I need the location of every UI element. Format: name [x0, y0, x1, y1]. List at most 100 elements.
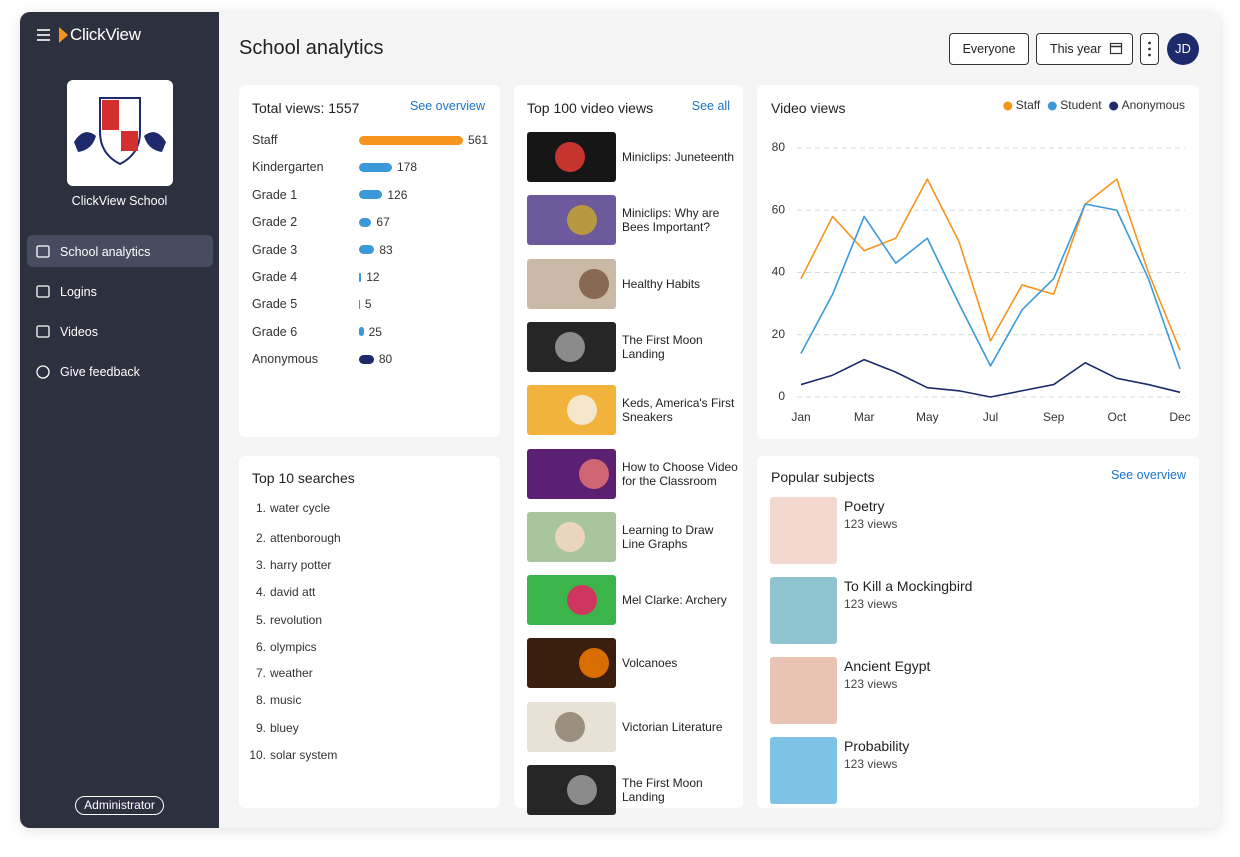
- y-tick-label: 80: [772, 140, 786, 154]
- bar: [359, 217, 372, 227]
- row-label: Anonymous: [252, 352, 319, 367]
- link[interactable]: See all: [691, 99, 730, 113]
- video-title[interactable]: Victorian Literature: [622, 719, 723, 734]
- nav-active-bg: [27, 235, 213, 267]
- filter-button[interactable]: Everyone: [949, 33, 1029, 65]
- nav-icon: [36, 365, 50, 379]
- video-title[interactable]: Mel Clarke: Archery: [622, 593, 727, 608]
- row-label: Staff: [252, 133, 278, 147]
- search-term[interactable]: solar system: [270, 748, 338, 762]
- search-rank: 5.: [255, 613, 266, 627]
- search-rank: 10.: [249, 748, 266, 762]
- subject-name[interactable]: To Kill a Mockingbird: [844, 578, 973, 594]
- x-tick-label: Mar: [854, 410, 875, 424]
- thumbnail-accent: [567, 395, 597, 426]
- x-tick-label: Sep: [1043, 410, 1065, 424]
- subject-name[interactable]: Probability: [844, 738, 910, 754]
- video-title[interactable]: Miniclips: Juneteenth: [622, 150, 735, 164]
- nav-icon-shape: [36, 285, 50, 298]
- video-title-box: Healthy Habits: [622, 259, 738, 309]
- subject-views: 123 views: [844, 597, 898, 611]
- search-term[interactable]: harry potter: [270, 558, 332, 572]
- panel-title: Top 10 searches: [252, 470, 355, 486]
- search-rank: 2.: [255, 531, 266, 545]
- video-title-box: Mel Clarke: Archery: [622, 575, 738, 625]
- thumbnail-accent: [555, 521, 585, 552]
- nav-item[interactable]: Videos: [60, 325, 98, 339]
- nav-item[interactable]: Give feedback: [60, 365, 140, 379]
- link[interactable]: See overview: [1110, 468, 1186, 482]
- video-title-box: Volcanoes: [622, 638, 738, 688]
- nav-item[interactable]: School analytics: [60, 245, 151, 259]
- search-term[interactable]: music: [270, 693, 302, 707]
- thumbnail-accent: [579, 268, 609, 299]
- thumbnail-accent: [555, 142, 585, 172]
- subject-name[interactable]: Poetry: [844, 498, 885, 514]
- bar-value: 178: [396, 160, 418, 175]
- search-term[interactable]: water cycle: [270, 501, 331, 515]
- video-title-box: Miniclips: Juneteenth: [622, 132, 738, 182]
- bar-value: 83: [379, 242, 393, 257]
- search-term[interactable]: david att: [270, 585, 316, 599]
- shield-q4: [121, 131, 138, 151]
- chart-title: Video views: [771, 100, 846, 116]
- nav-icon: [36, 285, 50, 298]
- search-term[interactable]: revolution: [270, 613, 323, 627]
- subject-thumbnail[interactable]: [770, 657, 837, 724]
- bar-value: 5: [364, 297, 372, 312]
- thumbnail-accent: [567, 585, 597, 616]
- video-title[interactable]: Volcanoes: [622, 656, 678, 671]
- video-title[interactable]: Keds, America's First Sneakers: [622, 396, 735, 425]
- thumbnail-accent: [555, 331, 585, 362]
- x-tick-label: Dec: [1169, 410, 1190, 424]
- legend-swatch: [1109, 101, 1119, 111]
- crest: [74, 97, 166, 166]
- row-label: Kindergarten: [252, 160, 324, 175]
- bar: [359, 135, 463, 145]
- subject-name[interactable]: Ancient Egypt: [844, 658, 931, 674]
- video-title[interactable]: Learning to Draw Line Graphs: [622, 522, 714, 551]
- panel: [239, 456, 500, 808]
- bar: [359, 327, 364, 337]
- thumbnail-accent: [579, 648, 609, 679]
- row-label: Grade 4: [252, 270, 298, 284]
- row-label: Grade 2: [252, 215, 298, 230]
- calendar-icon: [1109, 42, 1123, 55]
- lion-right: [144, 132, 166, 152]
- nav-icon: [36, 245, 50, 258]
- search-term[interactable]: weather: [270, 666, 313, 680]
- video-title[interactable]: The First Moon Landing: [622, 776, 703, 804]
- filter-button[interactable]: This year: [1036, 33, 1133, 65]
- panel-title: Top 100 video views: [527, 100, 654, 116]
- search-rank: 9.: [255, 721, 266, 735]
- search-term[interactable]: olympics: [270, 640, 317, 654]
- dot: [1148, 47, 1151, 51]
- video-title[interactable]: How to Choose Video for the Classroom: [622, 459, 738, 488]
- link[interactable]: See overview: [409, 99, 485, 113]
- row-label: Grade 1: [252, 187, 298, 202]
- data-line: [800, 203, 1181, 370]
- subject-thumbnail[interactable]: [770, 577, 837, 644]
- data-line: [800, 178, 1181, 351]
- avatar[interactable]: JD: [1167, 33, 1199, 65]
- bar-value: 67: [376, 215, 390, 230]
- thumbnail-accent: [567, 205, 597, 236]
- video-title[interactable]: The First Moon Landing: [622, 332, 703, 361]
- search-term[interactable]: attenborough: [270, 531, 341, 545]
- dot: [1148, 53, 1151, 57]
- nav-icon: [36, 325, 50, 338]
- y-tick-label: 60: [772, 202, 786, 216]
- bar-value: 25: [368, 324, 382, 339]
- legend-label: Staff: [1016, 98, 1041, 112]
- nav-item[interactable]: Logins: [60, 285, 97, 299]
- search-rank: 1.: [255, 501, 266, 515]
- video-title-box: The First Moon Landing: [622, 765, 738, 815]
- x-tick-label: Jul: [983, 410, 998, 424]
- video-title-box: Miniclips: Why are Bees Important?: [622, 195, 738, 245]
- video-title[interactable]: Miniclips: Why are Bees Important?: [622, 206, 720, 235]
- search-term[interactable]: bluey: [270, 721, 299, 735]
- video-title[interactable]: Healthy Habits: [622, 276, 701, 291]
- y-tick-label: 20: [772, 327, 786, 341]
- subject-thumbnail[interactable]: [770, 497, 837, 564]
- subject-thumbnail[interactable]: [770, 737, 837, 804]
